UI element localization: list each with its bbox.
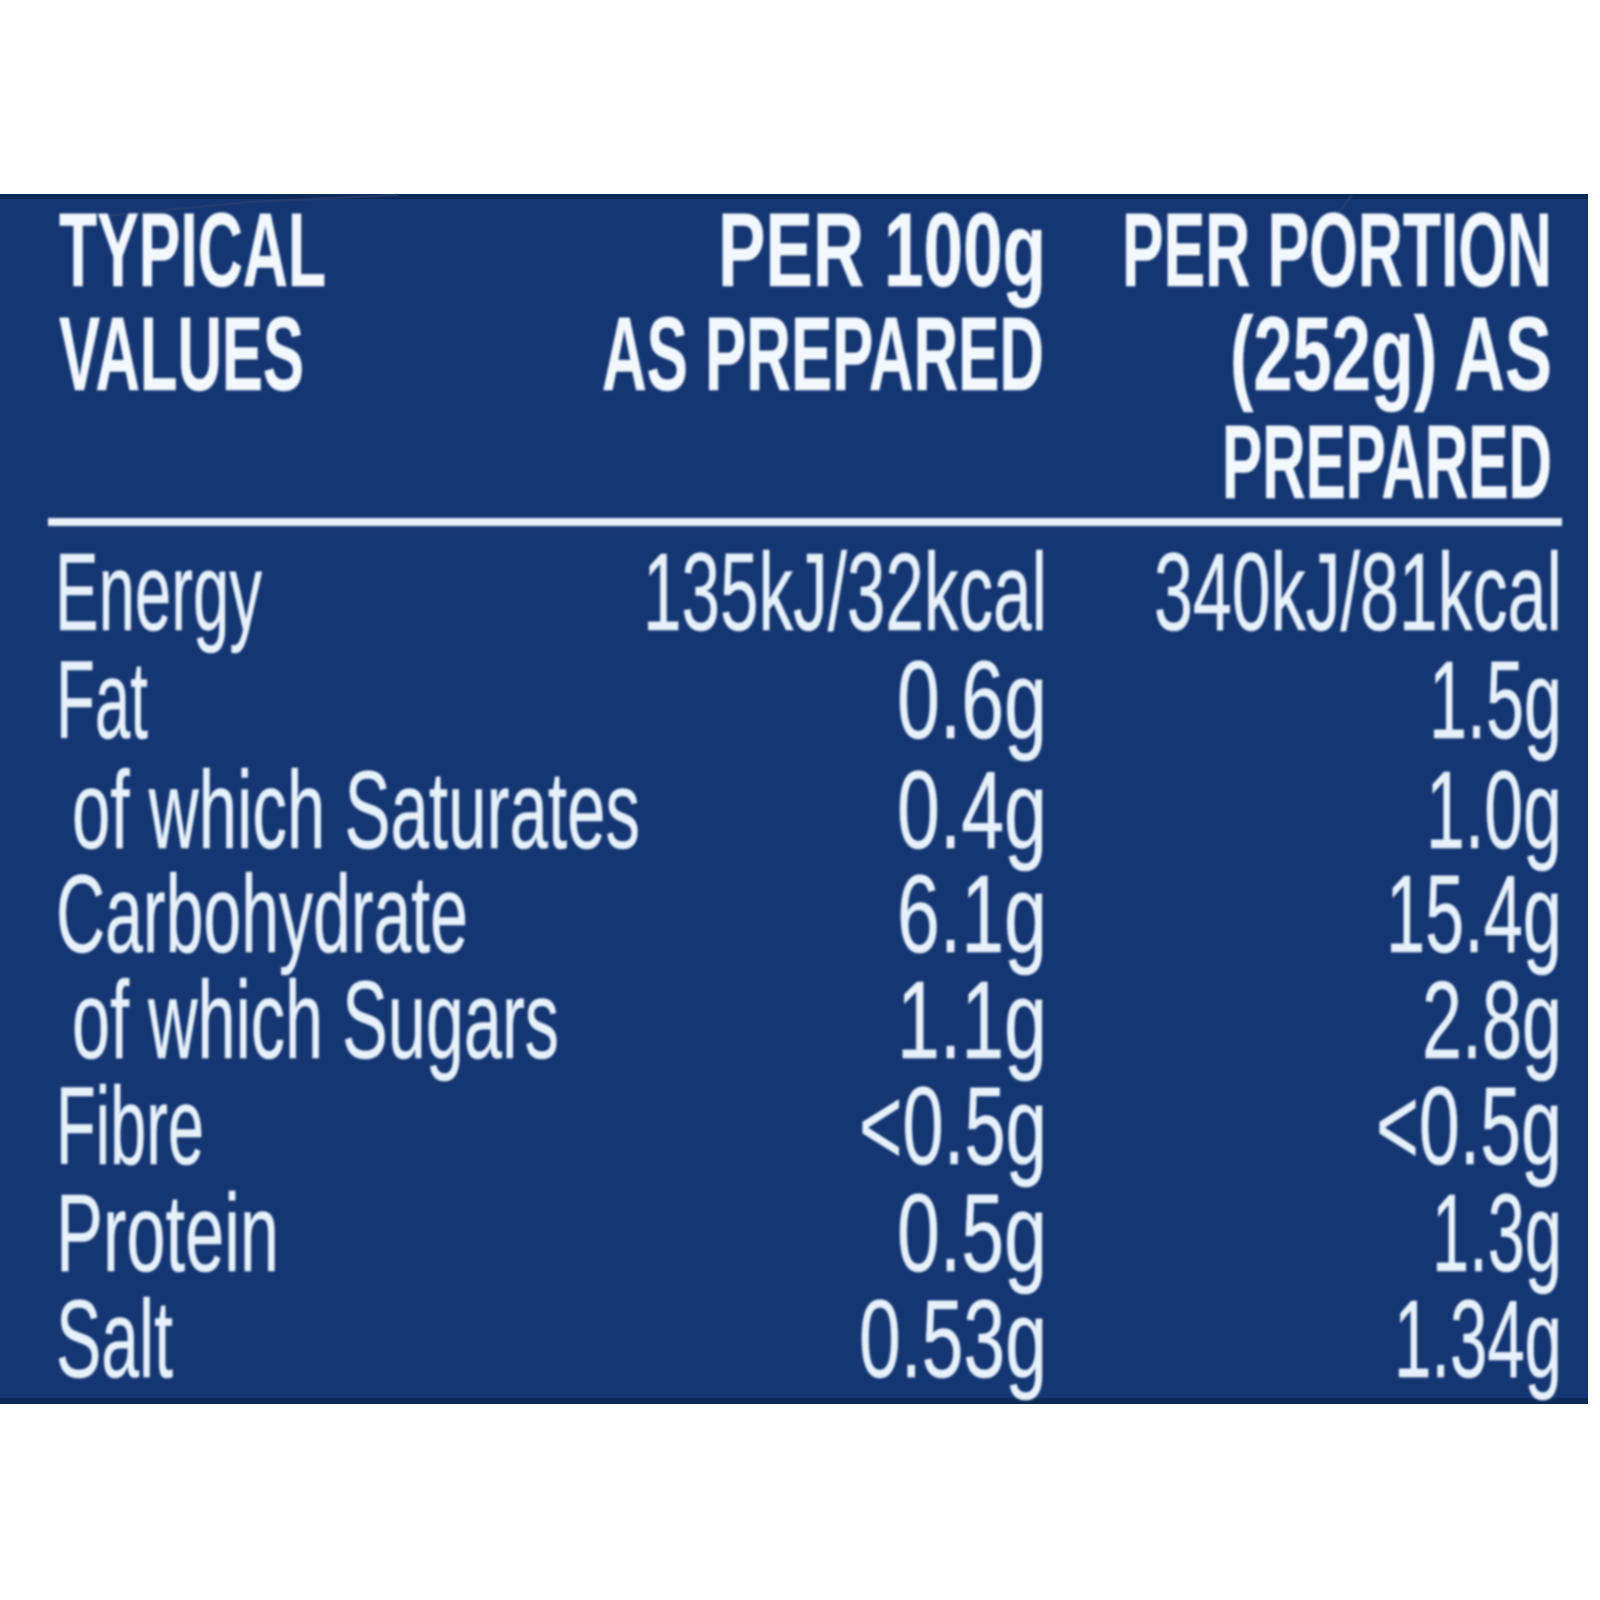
svg-text:340kJ/81kcal: 340kJ/81kcal [1154,531,1562,654]
svg-text:PER PORTION: PER PORTION [1122,192,1552,309]
svg-text:15.4g: 15.4g [1386,853,1562,976]
svg-text:of which Sugars: of which Sugars [72,959,559,1082]
svg-text:of which Saturates: of which Saturates [72,749,640,872]
svg-text:1.0g: 1.0g [1426,749,1562,872]
svg-text:AS PREPARED: AS PREPARED [602,296,1044,413]
svg-text:1.5g: 1.5g [1429,639,1562,762]
svg-text:(252g) AS: (252g) AS [1230,296,1552,413]
svg-text:0.6g: 0.6g [897,639,1047,762]
svg-text:0.53g: 0.53g [859,1278,1047,1401]
svg-text:Energy: Energy [55,531,262,654]
svg-text:0.4g: 0.4g [897,749,1047,872]
svg-text:1.3g: 1.3g [1432,1172,1562,1295]
svg-text:Salt: Salt [56,1278,173,1401]
svg-text:VALUES: VALUES [59,296,304,413]
svg-text:TYPICAL: TYPICAL [59,192,326,309]
svg-text:<0.5g: <0.5g [1376,1065,1562,1188]
svg-text:Fat: Fat [56,639,148,762]
svg-text:Protein: Protein [56,1172,279,1295]
svg-text:2.8g: 2.8g [1422,959,1562,1082]
svg-text:135kJ/32kcal: 135kJ/32kcal [643,531,1047,654]
svg-text:1.34g: 1.34g [1394,1278,1562,1401]
svg-text:Carbohydrate: Carbohydrate [56,853,468,976]
svg-text:PER 100g: PER 100g [718,192,1046,309]
svg-text:<0.5g: <0.5g [859,1065,1047,1188]
svg-text:Fibre: Fibre [56,1065,204,1188]
svg-text:PREPARED: PREPARED [1222,404,1552,521]
svg-text:6.1g: 6.1g [897,853,1047,976]
svg-text:0.5g: 0.5g [897,1172,1047,1295]
svg-text:1.1g: 1.1g [897,959,1047,1082]
